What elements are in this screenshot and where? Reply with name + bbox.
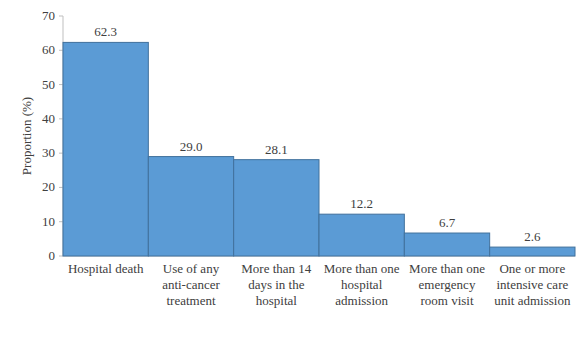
bar xyxy=(148,157,233,256)
x-tick-label-line: hospital xyxy=(256,293,298,308)
bar xyxy=(63,42,148,256)
y-tick-label: 50 xyxy=(42,77,55,92)
x-tick-label-line: admission xyxy=(335,293,388,308)
x-tick-label-line: intensive care xyxy=(496,277,568,292)
x-tick-label-line: days in the xyxy=(248,277,305,292)
y-tick-label: 10 xyxy=(42,214,55,229)
y-tick-label: 70 xyxy=(42,8,55,23)
x-tick-label-line: More than 14 xyxy=(241,261,312,276)
x-tick-label-line: hospital xyxy=(341,277,383,292)
data-label: 12.2 xyxy=(350,196,373,211)
x-tick-label-line: anti-cancer xyxy=(162,277,220,292)
y-tick xyxy=(59,16,63,17)
x-tick-label-line: More than one xyxy=(409,261,485,276)
x-tick-label: Use of anyanti-cancertreatment xyxy=(162,261,220,308)
y-tick xyxy=(59,221,63,222)
x-tick-label-line: Hospital death xyxy=(68,261,144,276)
y-tick xyxy=(59,50,63,51)
x-tick-label: One or moreintensive careunit admission xyxy=(494,261,571,308)
chart: 0 10 20 30 40 50 60 70 Proportion (%) 62.3 29.0 28.… xyxy=(0,0,581,341)
x-tick-label-line: treatment xyxy=(166,293,215,308)
data-label: 62.3 xyxy=(94,24,117,39)
data-label: 2.6 xyxy=(524,229,541,244)
y-tick-label: 40 xyxy=(42,111,55,126)
x-tick-label: More than onehospitaladmission xyxy=(324,261,400,308)
x-tick-label-line: emergency xyxy=(419,277,476,292)
y-tick xyxy=(59,153,63,154)
x-tick-label-line: unit admission xyxy=(494,293,571,308)
y-tick xyxy=(59,118,63,119)
y-tick xyxy=(59,84,63,85)
data-label: 28.1 xyxy=(265,142,288,157)
y-axis-title: Proportion (%) xyxy=(19,97,34,175)
y-tick-label: 20 xyxy=(42,179,55,194)
bar xyxy=(234,160,319,256)
y-tick-label: 0 xyxy=(49,248,56,263)
data-label: 29.0 xyxy=(180,139,203,154)
data-label: 6.7 xyxy=(439,215,456,230)
y-tick-label: 30 xyxy=(42,145,55,160)
x-tick-label-line: Use of any xyxy=(163,261,220,276)
y-tick xyxy=(59,187,63,188)
bar xyxy=(490,247,575,256)
y-tick-label: 60 xyxy=(42,42,55,57)
bar xyxy=(404,233,489,256)
x-tick-label-line: More than one xyxy=(324,261,400,276)
x-tick-label: More than 14days in thehospital xyxy=(241,261,312,308)
y-tick xyxy=(59,256,63,257)
x-tick-label: More than oneemergencyroom visit xyxy=(409,261,485,308)
x-tick-label: Hospital death xyxy=(68,261,144,276)
x-tick-label-line: room visit xyxy=(420,293,473,308)
x-tick-label-line: One or more xyxy=(499,261,565,276)
bar xyxy=(319,214,404,256)
